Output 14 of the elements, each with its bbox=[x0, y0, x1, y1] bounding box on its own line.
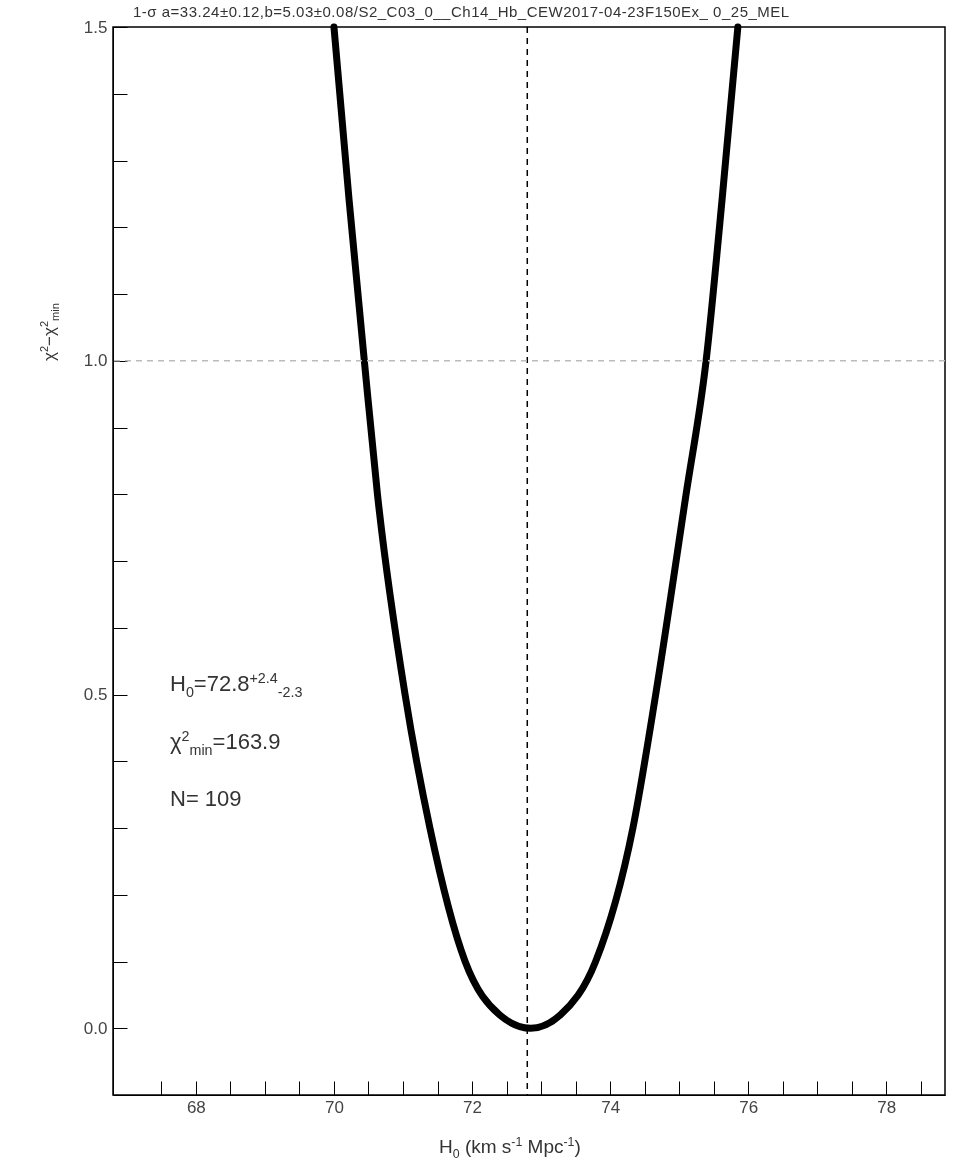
x-tick-label: 74 bbox=[601, 1097, 621, 1117]
annotation: χ$^{2}$$_{min}$=163.9 bbox=[170, 728, 281, 758]
annotation: N= 109 bbox=[170, 786, 242, 812]
y-tick-label: 0.5 bbox=[83, 685, 108, 704]
y-tick-label: 1.5 bbox=[83, 17, 108, 37]
chart-title: 1-σ a=33.24±0.12,b=5.03±0.08/S2_C03_0__Ch14_Hb_CEW2017-04-23F150Ex_ 0_25_MEL bbox=[133, 3, 790, 20]
x-tick-label: 72 bbox=[463, 1097, 482, 1117]
x-tick-label: 68 bbox=[186, 1097, 206, 1117]
x-tick-label: 70 bbox=[324, 1097, 344, 1117]
x-tick-label: 76 bbox=[739, 1097, 759, 1117]
x-axis-title: H$_{0}$ (km s$^{-1}$ Mpc$^{-1}$) bbox=[439, 1135, 581, 1162]
x-tick-label: 78 bbox=[877, 1097, 897, 1117]
y-tick-label: 1.0 bbox=[83, 351, 108, 371]
y-tick-label: 0.0 bbox=[83, 1018, 108, 1038]
